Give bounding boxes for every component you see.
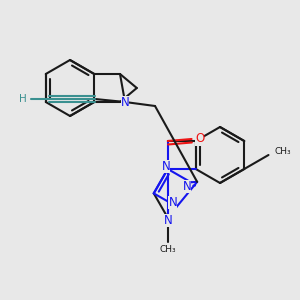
- Text: O: O: [195, 133, 204, 146]
- Text: N: N: [182, 180, 191, 193]
- Text: N: N: [168, 196, 177, 209]
- Text: H: H: [19, 94, 27, 104]
- Text: CH₃: CH₃: [274, 148, 291, 157]
- Text: N: N: [164, 214, 172, 227]
- Text: N: N: [121, 95, 129, 109]
- Text: N: N: [161, 160, 170, 172]
- Text: CH₃: CH₃: [159, 245, 176, 254]
